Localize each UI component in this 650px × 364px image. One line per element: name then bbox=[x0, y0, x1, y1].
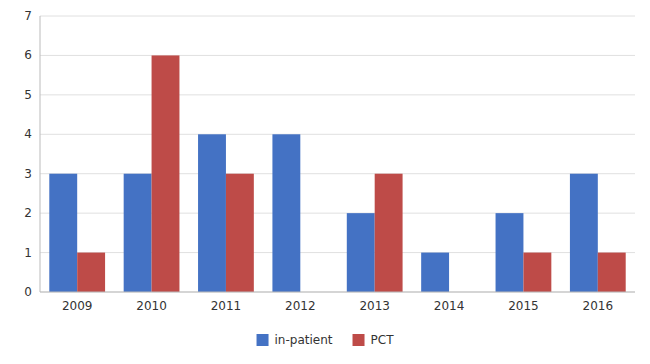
x-tick-label: 2013 bbox=[359, 299, 390, 313]
bar bbox=[347, 213, 375, 292]
grid-line bbox=[40, 16, 635, 17]
x-tick-label: 2014 bbox=[434, 299, 465, 313]
x-tick-label: 2011 bbox=[211, 299, 242, 313]
x-axis-line bbox=[40, 292, 635, 293]
x-tick-label: 2010 bbox=[136, 299, 167, 313]
x-tick-label: 2012 bbox=[285, 299, 316, 313]
bar bbox=[570, 174, 598, 292]
bar bbox=[198, 134, 226, 292]
bar bbox=[523, 253, 551, 292]
bar bbox=[152, 55, 180, 292]
y-tick-label: 1 bbox=[24, 246, 32, 260]
bar bbox=[375, 174, 403, 292]
bar bbox=[421, 253, 449, 292]
legend-label: in-patient bbox=[275, 333, 333, 347]
x-tick-label: 2009 bbox=[62, 299, 93, 313]
bar bbox=[49, 174, 77, 292]
bars bbox=[49, 55, 625, 292]
y-axis-line bbox=[40, 16, 41, 292]
grid bbox=[40, 16, 635, 292]
grid-line bbox=[40, 55, 635, 56]
legend-label: PCT bbox=[371, 333, 395, 347]
legend-swatch bbox=[257, 334, 269, 346]
x-tick-label: 2016 bbox=[583, 299, 614, 313]
y-tick-label: 7 bbox=[24, 9, 32, 23]
bar bbox=[226, 174, 254, 292]
chart-container: 0 1 2 3 4 5 6 7 2009 2010 2011 2012 2013 2014 2015 2016… bbox=[0, 0, 650, 364]
bar bbox=[124, 174, 152, 292]
y-tick-label: 2 bbox=[24, 206, 32, 220]
x-tick-label: 2015 bbox=[508, 299, 539, 313]
y-tick-label: 3 bbox=[24, 167, 32, 181]
legend: in-patient PCT bbox=[257, 333, 395, 347]
y-tick-label: 4 bbox=[24, 127, 32, 141]
chart-svg: 0 1 2 3 4 5 6 7 2009 2010 2011 2012 2013 2014 2015 2016… bbox=[0, 0, 650, 364]
bar bbox=[272, 134, 300, 292]
y-tick-label: 0 bbox=[24, 285, 32, 299]
y-tick-label: 5 bbox=[24, 88, 32, 102]
grid-line bbox=[40, 94, 635, 95]
bar bbox=[598, 253, 626, 292]
bar bbox=[77, 253, 105, 292]
bar bbox=[496, 213, 524, 292]
y-tick-label: 6 bbox=[24, 48, 32, 62]
grid-line bbox=[40, 292, 635, 293]
grid-line bbox=[40, 134, 635, 135]
legend-swatch bbox=[353, 334, 365, 346]
